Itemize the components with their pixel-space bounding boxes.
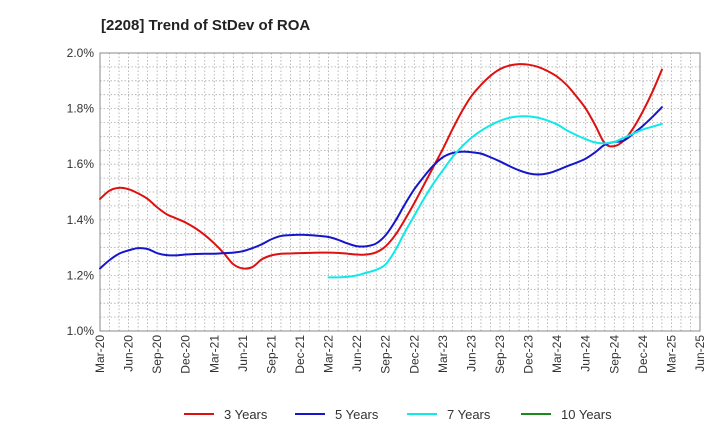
x-tick-label: Dec-20: [179, 335, 193, 374]
series-line-7-years: [327, 115, 663, 279]
x-tick-label: Dec-21: [293, 335, 307, 374]
legend-label-10-years: 10 Years: [561, 407, 612, 422]
y-axis-tick-labels: 1.0% 1.2% 1.4% 1.6% 1.8% 2.0%: [67, 46, 95, 338]
legend-label-7-years: 7 Years: [447, 407, 491, 422]
y-tick-label: 1.4%: [67, 213, 95, 227]
x-tick-label: Mar-23: [436, 335, 450, 373]
x-tick-label: Mar-22: [322, 335, 336, 373]
y-tick-label: 1.0%: [67, 324, 95, 338]
x-gridlines: [109, 53, 691, 331]
plot-border: [99, 52, 701, 332]
x-axis-tick-labels: Mar-20 Jun-20 Sep-20 Dec-20 Mar-21 Jun-21 Sep-…: [93, 335, 707, 374]
plot-area: [100, 53, 700, 331]
x-tick-label: Jun-24: [579, 335, 593, 372]
chart-title: [2208] Trend of StDev of ROA: [101, 17, 310, 34]
x-tick-label: Dec-22: [407, 335, 421, 374]
y-tick-label: 2.0%: [67, 46, 95, 60]
x-tick-label: Sep-24: [607, 335, 621, 374]
y-tick-label: 1.2%: [67, 268, 95, 282]
legend-label-5-years: 5 Years: [335, 407, 379, 422]
x-tick-label: Jun-25: [693, 335, 707, 372]
x-tick-label: Dec-23: [522, 335, 536, 374]
x-tick-label: Jun-20: [122, 335, 136, 372]
legend-label-3-years: 3 Years: [224, 407, 268, 422]
series-line-5-years: [99, 106, 663, 270]
x-tick-label: Mar-21: [207, 335, 221, 373]
series-layer: [99, 63, 663, 279]
x-tick-label: Jun-21: [236, 335, 250, 372]
x-tick-label: Dec-24: [636, 335, 650, 374]
y-tick-label: 1.6%: [67, 157, 95, 171]
x-tick-label: Sep-22: [379, 335, 393, 374]
y-tick-label: 1.8%: [67, 102, 95, 116]
x-tick-label: Sep-23: [493, 335, 507, 374]
x-tick-label: Mar-20: [93, 335, 107, 373]
x-tick-label: Sep-21: [264, 335, 278, 374]
x-tick-label: Mar-25: [664, 335, 678, 373]
legend: 3 Years 5 Years 7 Years 10 Years: [184, 407, 612, 422]
x-tick-label: Jun-23: [464, 335, 478, 372]
x-tick-label: Mar-24: [550, 335, 564, 373]
series-line-3-years: [99, 63, 663, 270]
x-tick-label: Jun-22: [350, 335, 364, 372]
x-tick-label: Sep-20: [150, 335, 164, 374]
